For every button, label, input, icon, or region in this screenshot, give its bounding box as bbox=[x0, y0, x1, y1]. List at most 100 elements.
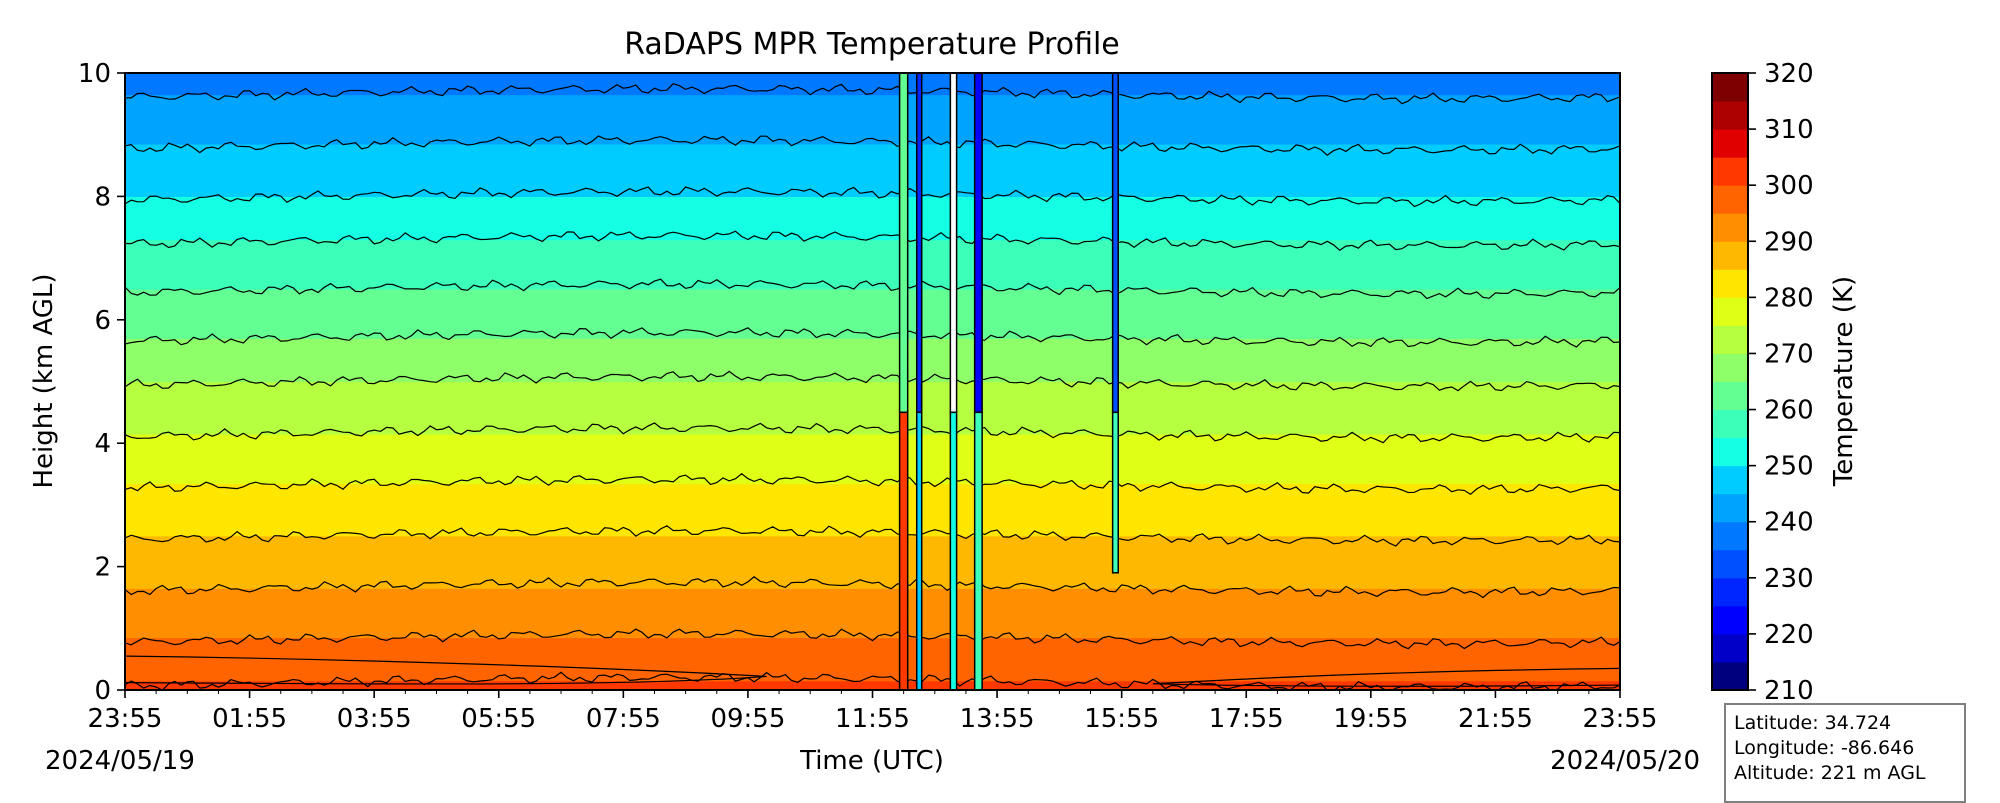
x-tick-label: 11:55 bbox=[835, 704, 910, 734]
x-tick-label: 01:55 bbox=[212, 704, 287, 734]
temperature-band bbox=[125, 137, 1620, 142]
end-date-label: 2024/05/20 bbox=[1550, 746, 1700, 776]
temperature-band bbox=[125, 322, 1620, 327]
temperature-band bbox=[125, 168, 1620, 173]
colorbar-segment bbox=[1712, 549, 1748, 579]
temperature-band bbox=[125, 517, 1620, 521]
temperature-band bbox=[125, 554, 1620, 558]
colorbar: 210 220 230 240 250 260 270 280 290 300 310 320 bbox=[1712, 59, 1814, 706]
temperature-band bbox=[125, 187, 1620, 191]
x-tick-label: 19:55 bbox=[1333, 704, 1408, 734]
temperature-band bbox=[125, 304, 1620, 309]
colorbar-segment bbox=[1712, 241, 1748, 270]
temperature-band bbox=[125, 295, 1620, 299]
temperature-band bbox=[125, 514, 1620, 518]
temperature-band bbox=[125, 523, 1620, 528]
temperature-band bbox=[125, 474, 1620, 478]
temperature-band bbox=[125, 557, 1620, 562]
temperature-band bbox=[125, 79, 1620, 83]
temperature-band bbox=[125, 378, 1620, 383]
temperature-band bbox=[125, 390, 1620, 395]
temperature-band bbox=[125, 643, 1620, 648]
temperature-band bbox=[125, 276, 1620, 281]
y-tick-label: 6 bbox=[94, 306, 111, 336]
colorbar-segment bbox=[1712, 381, 1748, 411]
temperature-band bbox=[125, 446, 1620, 450]
temperature-band bbox=[125, 366, 1620, 370]
temperature-band bbox=[125, 325, 1620, 330]
artifact-column-lower bbox=[898, 411, 909, 690]
y-tick-label: 2 bbox=[94, 553, 111, 583]
temperature-band bbox=[125, 637, 1620, 642]
temperature-band bbox=[125, 196, 1620, 201]
temperature-band bbox=[125, 409, 1620, 413]
temperature-band bbox=[125, 455, 1620, 460]
contour-lines bbox=[125, 83, 1620, 690]
temperature-band bbox=[125, 362, 1620, 367]
colorbar-tick-label: 280 bbox=[1764, 283, 1814, 313]
temperature-band bbox=[125, 211, 1620, 216]
temperature-band bbox=[125, 242, 1620, 247]
temperature-band bbox=[125, 470, 1620, 475]
temperature-band bbox=[125, 261, 1620, 265]
colorbar-segment bbox=[1712, 157, 1748, 186]
y-tick-label: 8 bbox=[94, 182, 111, 212]
temperature-band bbox=[125, 489, 1620, 494]
x-tick-label: 05:55 bbox=[461, 704, 536, 734]
temperature-band bbox=[125, 214, 1620, 219]
temperature-band bbox=[125, 406, 1620, 410]
temperature-band bbox=[125, 341, 1620, 346]
temperature-band bbox=[125, 418, 1620, 423]
colorbar-segment bbox=[1712, 269, 1748, 298]
temperature-band bbox=[125, 677, 1620, 682]
colorbar-tick-label: 240 bbox=[1764, 508, 1814, 538]
contour-line bbox=[125, 655, 767, 685]
x-tick-label: 23:55 bbox=[1583, 704, 1658, 734]
temperature-band bbox=[125, 541, 1620, 546]
temperature-band bbox=[125, 646, 1620, 651]
contour-line bbox=[125, 370, 1620, 392]
temperature-band bbox=[125, 652, 1620, 657]
temperature-band bbox=[125, 535, 1620, 540]
colorbar-segment bbox=[1712, 325, 1748, 354]
temperature-band bbox=[125, 106, 1620, 111]
temperature-band bbox=[125, 100, 1620, 105]
temperature-band bbox=[125, 147, 1620, 151]
plot-area bbox=[125, 73, 1620, 690]
temperature-band bbox=[125, 443, 1620, 447]
temperature-band bbox=[125, 335, 1620, 339]
station-info-box: Latitude: 34.724 Longitude: -86.646 Alti… bbox=[1724, 703, 1966, 803]
temperature-band bbox=[125, 480, 1620, 484]
temperature-band bbox=[125, 501, 1620, 506]
temperature-band bbox=[125, 150, 1620, 154]
temperature-band bbox=[125, 122, 1620, 127]
y-axis: 0 2 4 6 8 10 bbox=[78, 59, 125, 706]
temperature-band bbox=[125, 230, 1620, 235]
temperature-band bbox=[125, 511, 1620, 515]
temperature-band bbox=[125, 319, 1620, 324]
temperature-band bbox=[125, 76, 1620, 80]
temperature-band bbox=[125, 609, 1620, 614]
artifact-column-lower bbox=[973, 411, 983, 690]
temperature-band bbox=[125, 381, 1620, 386]
temperature-band bbox=[125, 282, 1620, 287]
temperature-band bbox=[125, 227, 1620, 231]
colorbar-tick-label: 250 bbox=[1764, 452, 1814, 482]
temperature-band bbox=[125, 622, 1620, 626]
temperature-band bbox=[125, 88, 1620, 93]
colorbar-label: Temperature (K) bbox=[1829, 276, 1859, 487]
temperature-band bbox=[125, 307, 1620, 312]
artifact-column-lower bbox=[1111, 411, 1119, 574]
temperature-band bbox=[125, 134, 1620, 139]
temperature-band bbox=[125, 298, 1620, 302]
temperature-band bbox=[125, 85, 1620, 90]
temperature-band bbox=[125, 159, 1620, 164]
colorbar-segment bbox=[1712, 353, 1748, 382]
temperature-band bbox=[125, 569, 1620, 574]
temperature-band bbox=[125, 177, 1620, 182]
colorbar-segment bbox=[1712, 465, 1748, 495]
temperature-band bbox=[125, 566, 1620, 571]
temperature-bands bbox=[125, 73, 1620, 690]
colorbar-tick-label: 260 bbox=[1764, 396, 1814, 426]
contour-line bbox=[125, 422, 1620, 444]
